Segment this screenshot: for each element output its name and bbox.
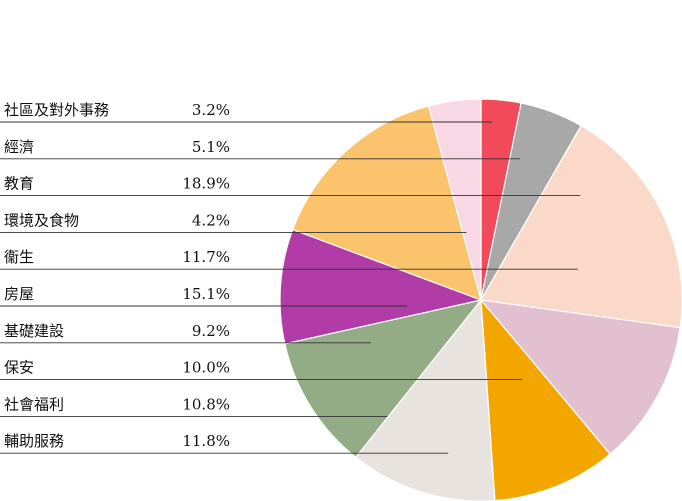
value-label: 5.1% — [192, 138, 230, 156]
value-label: 11.7% — [182, 248, 230, 266]
category-label: 社區及對外事務 — [4, 101, 109, 119]
value-label: 10.0% — [182, 359, 230, 377]
category-label: 衞生 — [4, 248, 34, 266]
category-label: 房屋 — [4, 285, 34, 303]
value-label: 4.2% — [192, 211, 230, 229]
pie-slice-5 — [480, 298, 611, 501]
value-label: 3.2% — [192, 101, 230, 119]
pie-slices — [279, 98, 682, 501]
category-labels: 社區及對外事務 3.2% 經濟 5.1% 教育 18.9% 環境及食物 4.2% 衞生 11.7%… — [0, 101, 581, 454]
category-label: 輔助服務 — [4, 432, 64, 450]
value-label: 11.8% — [182, 432, 230, 450]
value-label: 18.9% — [182, 175, 230, 193]
value-label: 15.1% — [182, 285, 230, 303]
category-label: 環境及食物 — [4, 211, 79, 229]
pie-slice-7 — [284, 299, 483, 459]
pie-slice-4 — [479, 299, 681, 455]
category-label: 保安 — [4, 359, 34, 377]
pie-slice-8 — [279, 228, 484, 345]
pie-slice-10 — [427, 98, 482, 301]
value-label: 9.2% — [192, 322, 230, 340]
category-label: 教育 — [4, 175, 34, 193]
value-label: 10.8% — [182, 395, 230, 413]
category-label: 社會福利 — [4, 395, 64, 413]
pie-slice-9 — [291, 105, 482, 301]
category-label: 基礎建設 — [4, 322, 64, 340]
category-label: 經濟 — [4, 138, 34, 156]
